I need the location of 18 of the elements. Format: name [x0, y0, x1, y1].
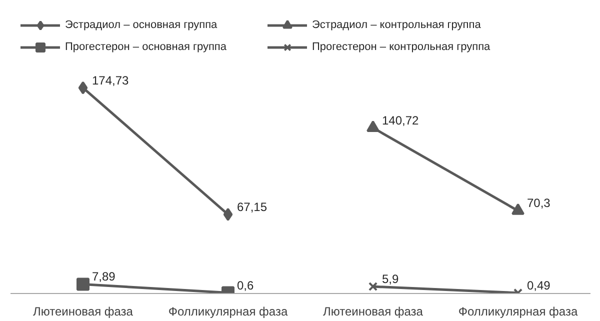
- data-label: 67,15: [237, 200, 268, 214]
- point: [78, 81, 88, 94]
- data-label: 70,3: [527, 196, 551, 210]
- data-label: 174,73: [92, 73, 130, 88]
- data-label: 7,89: [92, 270, 116, 284]
- legend-label: Эстрадиол – контрольная группа: [312, 19, 482, 31]
- data-label: 140,72: [382, 113, 420, 128]
- x-tick-label: Лютеиновая фаза: [33, 304, 134, 318]
- legend-label: Эстрадиол – основная группа: [65, 19, 218, 31]
- x-tick-label: Лютеиновая фаза: [323, 304, 424, 318]
- point: [223, 208, 233, 221]
- legend-label: Прогестерон – основная группа: [65, 41, 228, 53]
- x-tick-label: Фолликулярная фаза: [168, 304, 288, 318]
- data-label: 5,9: [382, 272, 400, 286]
- x-tick-label: Фолликулярная фаза: [458, 304, 578, 318]
- legend-label: Прогестерон – контрольная группа: [312, 41, 492, 53]
- data-label: 0,6: [237, 278, 254, 292]
- data-label: 0,49: [527, 278, 551, 292]
